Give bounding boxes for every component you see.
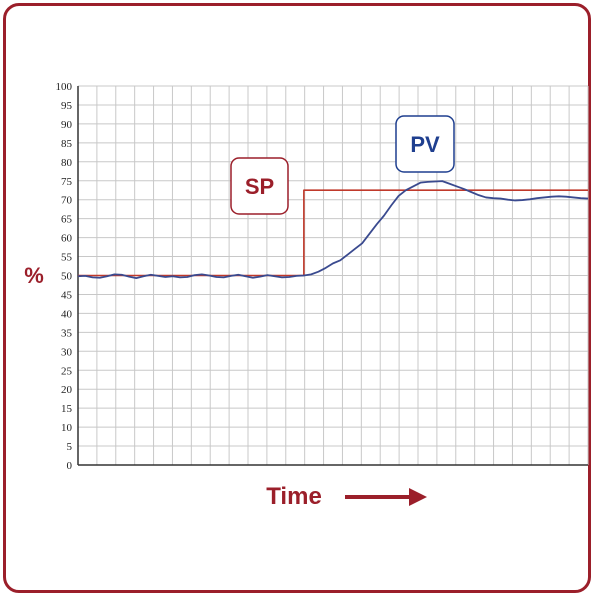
y-tick-label: 90 [61, 119, 73, 131]
x-axis-label: Time [266, 483, 322, 510]
sp-label-box: SP [230, 157, 289, 215]
y-tick-label: 0 [67, 460, 73, 472]
y-tick-label: 85 [61, 138, 73, 150]
y-tick-label: 60 [61, 233, 73, 245]
y-axis-ticks: 0 5 10 15 20 25 30 35 40 45 50 55 60 65 70 75 80 85 90 95 10… [56, 81, 73, 472]
pv-label-box: PV [395, 115, 455, 173]
y-tick-label: 45 [61, 289, 73, 301]
y-tick-label: 55 [61, 252, 73, 264]
y-tick-label: 70 [61, 195, 73, 207]
y-tick-label: 35 [61, 327, 73, 339]
y-tick-label: 40 [61, 308, 73, 320]
y-tick-label: 25 [61, 365, 73, 377]
pv-label: PV [410, 132, 440, 157]
sp-label: SP [245, 174, 274, 199]
y-tick-label: 30 [61, 346, 73, 358]
y-tick-label: 5 [67, 441, 73, 453]
y-tick-label: 100 [56, 81, 73, 93]
y-tick-label: 80 [61, 157, 73, 169]
y-tick-label: 50 [61, 271, 73, 283]
y-tick-label: 10 [61, 422, 73, 434]
y-axis-label: % [24, 263, 44, 288]
y-tick-label: 65 [61, 214, 73, 226]
y-tick-label: 75 [61, 176, 73, 188]
series-line-pv [77, 180, 589, 280]
y-tick-label: 95 [61, 100, 73, 112]
y-tick-label: 15 [61, 403, 73, 415]
series-line-sp [78, 189, 588, 277]
chart-frame [3, 3, 591, 593]
right-arrow-icon [345, 488, 427, 506]
y-tick-label: 20 [61, 384, 73, 396]
chart-series [77, 180, 589, 280]
